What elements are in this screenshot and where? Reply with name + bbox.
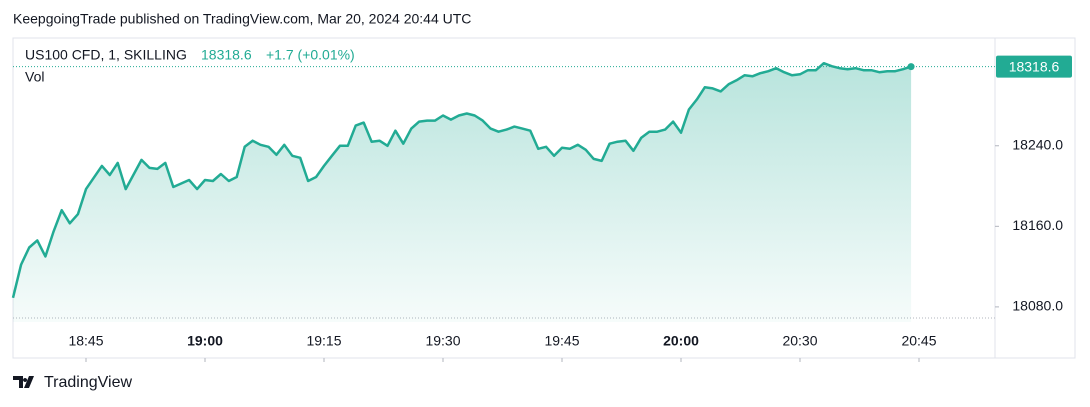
price-line bbox=[11, 61, 912, 299]
tv-logo bbox=[13, 376, 34, 388]
x-tick-label: 19:15 bbox=[306, 333, 341, 349]
change: +1.7 (+0.01%) bbox=[266, 47, 355, 63]
y-tick-label: 18080.0 bbox=[1012, 298, 1063, 314]
price-tag bbox=[996, 55, 1072, 78]
header-text: KeepgoingTrade published on TradingView.… bbox=[13, 11, 471, 27]
symbol: US100 CFD, 1, SKILLING bbox=[25, 47, 187, 63]
brand: TradingView bbox=[44, 374, 132, 391]
x-tick-label: 20:45 bbox=[901, 333, 936, 349]
area-fill bbox=[13, 63, 912, 322]
last-price: 18318.6 bbox=[201, 47, 252, 63]
x-tick-label: 19:30 bbox=[425, 333, 460, 349]
volume-label: Vol bbox=[25, 69, 44, 85]
y-tick-label: 18160.0 bbox=[1012, 217, 1063, 233]
x-tick-label: 19:45 bbox=[544, 333, 579, 349]
plot-frame bbox=[12, 37, 1076, 359]
y-tick-label: 18240.0 bbox=[1012, 136, 1063, 152]
last-point bbox=[907, 63, 915, 71]
x-tick-label: 19:00 bbox=[187, 333, 223, 349]
x-tick-label: 20:00 bbox=[663, 333, 699, 349]
x-tick-label: 20:30 bbox=[782, 333, 817, 349]
x-tick-label: 18:45 bbox=[68, 333, 103, 349]
price-tag-label: 18318.6 bbox=[1009, 58, 1060, 74]
